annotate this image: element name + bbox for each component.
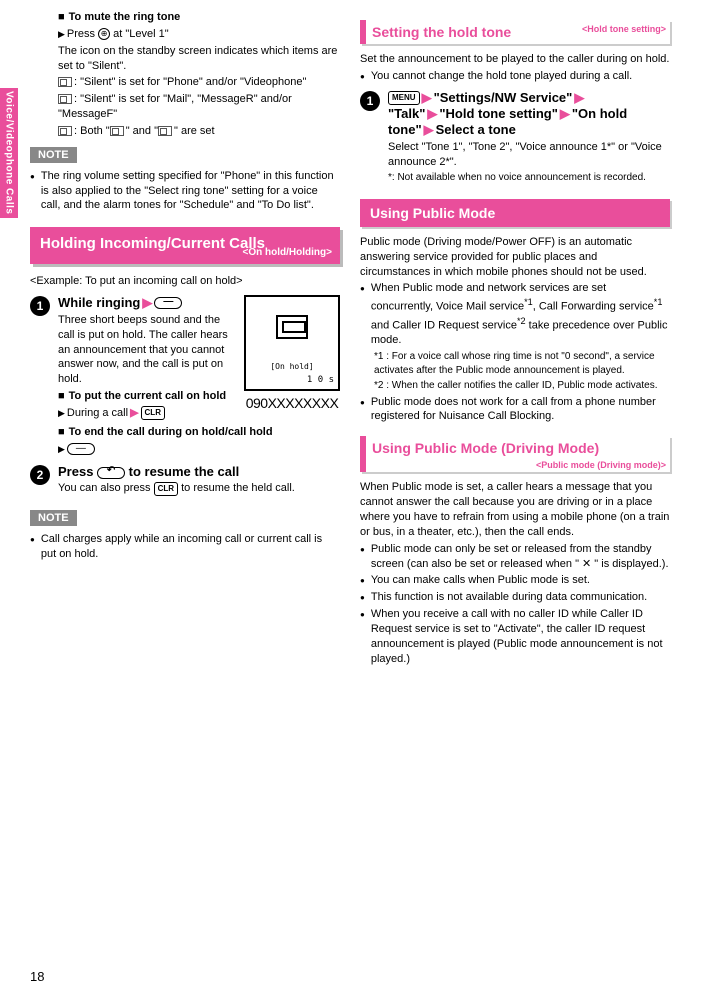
screen-number: 090XXXXXXXX: [244, 395, 340, 411]
step2-head-b: to resume the call: [125, 464, 239, 479]
driving-mode-heading: Using Public Mode (Driving Mode) <Public…: [360, 436, 670, 472]
step-1: 1 [On hold] 1 0 s 090XXXXXXXX While ring…: [30, 295, 340, 459]
side-tab: Voice/Videophone Calls: [0, 88, 18, 218]
note-label: NOTE: [30, 147, 77, 163]
pm-b2: Public mode does not work for a call fro…: [371, 395, 670, 425]
rs1e: Select a tone: [436, 122, 516, 137]
holding-calls-heading: Holding Incoming/Current Calls <On hold/…: [30, 227, 340, 264]
rs1c: "Hold tone setting": [439, 106, 558, 121]
bullet-dot: ●: [360, 545, 365, 572]
pm-fn1: *1 : For a voice call whose ring time is…: [360, 350, 670, 377]
mute-body: The icon on the standby screen indicates…: [30, 44, 340, 74]
bullet-dot: ●: [30, 172, 35, 214]
clr-key-icon: CLR: [141, 406, 165, 420]
dm-b3: This function is not available during da…: [371, 590, 647, 605]
body1: Set the announcement to be played to the…: [360, 52, 670, 67]
rs1-body: Select "Tone 1", "Tone 2", "Voice announ…: [388, 140, 670, 170]
step2-body-a: You can also press: [58, 482, 154, 494]
bar2-title: Using Public Mode (Driving Mode): [372, 440, 599, 456]
pm-fn2: *2 : When the caller notifies the caller…: [360, 379, 670, 393]
dm-b2: You can make calls when Public mode is s…: [371, 573, 590, 588]
main-content: To mute the ring tone Press ⊕ at "Level …: [30, 8, 673, 996]
icon1-text: : "Silent" is set for "Phone" and/or "Vi…: [74, 76, 306, 88]
step2-body-b: to resume the held call.: [178, 482, 295, 494]
end-key-icon: [67, 443, 95, 455]
arrow-right-icon: ▶: [422, 122, 436, 137]
right-step-1: 1 MENU▶"Settings/NW Service"▶ "Talk"▶"Ho…: [360, 90, 670, 187]
dm-body: When Public mode is set, a caller hears …: [360, 480, 670, 539]
call-key-icon: [97, 467, 125, 479]
r-bullet1: You cannot change the hold tone played d…: [371, 69, 632, 84]
rs1b: "Talk": [388, 106, 425, 121]
screen-time: 1 0 s: [307, 375, 334, 385]
arrow-icon: [58, 443, 67, 455]
arrow-right-icon: ▶: [558, 106, 572, 121]
pink-tag: <On hold/Holding>: [243, 247, 332, 258]
arrow-right-icon: ▶: [128, 407, 140, 419]
dm-b1: Public mode can only be set or released …: [371, 542, 670, 572]
bullet-dot: ●: [360, 593, 365, 605]
step2-head-a: Press: [58, 464, 97, 479]
step-number-2: 2: [30, 465, 50, 485]
bullet-dot: ●: [360, 610, 365, 666]
example-text: <Example: To put an incoming call on hol…: [30, 274, 340, 289]
silent-icon: [58, 94, 72, 104]
bullet-dot: ●: [360, 576, 365, 588]
step1-head: While ringing: [58, 295, 140, 310]
pm-body: Public mode (Driving mode/Power OFF) is …: [360, 235, 670, 280]
step-number-1: 1: [30, 296, 50, 316]
bar1-tag: <Hold tone setting>: [582, 24, 666, 34]
phone-screen: [On hold] 1 0 s 090XXXXXXXX: [244, 295, 340, 411]
hold-tone-heading: Setting the hold tone <Hold tone setting…: [360, 20, 670, 44]
clr-key-icon: CLR: [154, 482, 178, 496]
arrow-right-icon: ▶: [420, 90, 434, 105]
antenna-icon: ✕: [582, 558, 591, 570]
hold-icon: [276, 315, 308, 339]
bullet-dot: ●: [360, 284, 365, 348]
silent-icon: [158, 126, 172, 136]
icon3c: " are set: [174, 125, 215, 137]
step1-sub2: To end the call during on hold/call hold: [58, 426, 273, 438]
bar1-title: Setting the hold tone: [372, 24, 511, 40]
icon3b: " and ": [126, 125, 158, 137]
arrow-right-icon: ▶: [140, 295, 154, 310]
icon3a: : Both ": [74, 125, 110, 137]
mute-press: Press: [67, 28, 95, 40]
rs1a: "Settings/NW Service": [434, 90, 573, 105]
mute-at: at "Level 1": [110, 28, 169, 40]
note2: Call charges apply while an incoming cal…: [41, 532, 340, 562]
public-mode-heading: Using Public Mode: [360, 199, 670, 227]
bullet-dot: ●: [360, 398, 365, 425]
icon2-text: : "Silent" is set for "Mail", "MessageR"…: [58, 93, 292, 120]
page-number: 18: [30, 969, 44, 984]
rs1-note: *: Not available when no voice announcem…: [388, 171, 670, 185]
mute-title: To mute the ring tone: [58, 11, 180, 23]
arrow-right-icon: ▶: [425, 106, 439, 121]
silent-icon: [58, 77, 72, 87]
left-column: To mute the ring tone Press ⊕ at "Level …: [30, 8, 340, 996]
bullet-dot: ●: [360, 72, 365, 84]
bullet-dot: ●: [30, 535, 35, 562]
end-key-icon: [154, 297, 182, 309]
note1: The ring volume setting specified for "P…: [41, 169, 340, 214]
right-column: Setting the hold tone <Hold tone setting…: [360, 8, 670, 996]
arrow-icon: [58, 407, 67, 419]
bar2-tag: <Public mode (Driving mode)>: [536, 460, 666, 470]
silent-icon: [58, 126, 72, 136]
pm-b1: When Public mode and network services ar…: [371, 281, 670, 348]
step-2: 2 Press to resume the call You can also …: [30, 464, 340, 498]
menu-key-icon: MENU: [388, 91, 420, 105]
note-label: NOTE: [30, 510, 77, 526]
silent-icon: [110, 126, 124, 136]
dpad-key-icon: ⊕: [98, 28, 110, 40]
arrow-icon: [58, 28, 67, 40]
screen-label: [On hold]: [246, 362, 338, 371]
step-number-1: 1: [360, 91, 380, 111]
dm-b4: When you receive a call with no caller I…: [371, 607, 670, 666]
step1-sub1a: During a call: [67, 407, 128, 419]
step1-sub1: To put the current call on hold: [58, 390, 226, 402]
arrow-right-icon: ▶: [572, 90, 586, 105]
